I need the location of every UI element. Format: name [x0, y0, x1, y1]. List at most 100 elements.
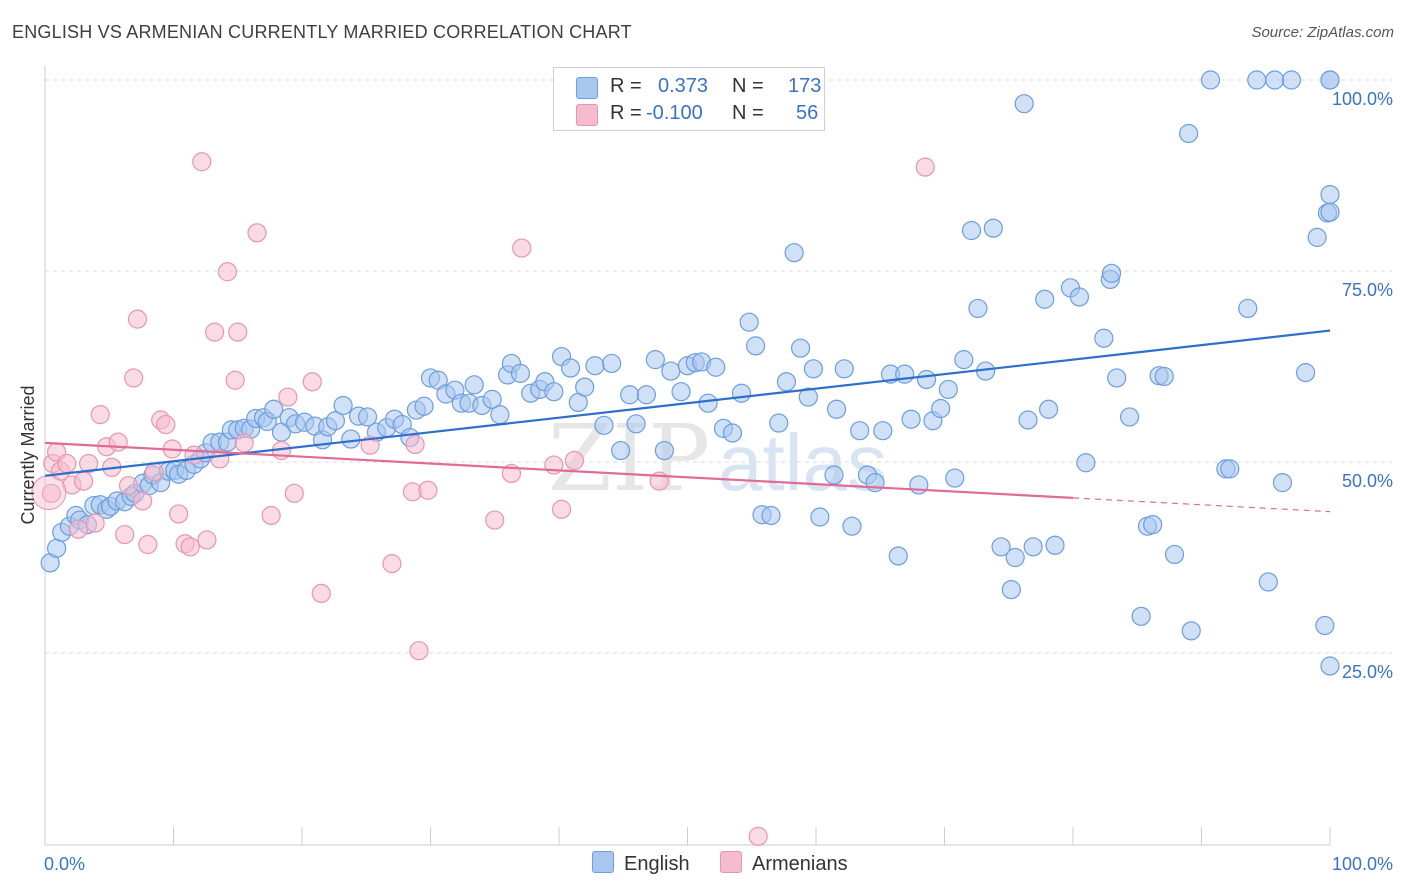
english-point [968, 298, 988, 319]
y-tick-label: 25.0% [1342, 662, 1393, 682]
english-point [594, 415, 614, 435]
armenians-swatch [576, 104, 598, 126]
english-point [1069, 287, 1090, 307]
english-point [464, 375, 484, 395]
english-point [671, 382, 691, 402]
english-swatch [576, 77, 598, 99]
english-point [490, 405, 510, 425]
english-point [636, 385, 656, 405]
armenian-point [184, 445, 204, 465]
armenian-point [180, 537, 200, 557]
legend-r-label: R = [610, 75, 642, 97]
english-point [731, 383, 752, 403]
armenian-point [118, 476, 139, 496]
bottom-legend-english: English [592, 851, 690, 876]
english-point [1023, 537, 1043, 557]
legend: R = 0.373 N = 173 R = -0.100 N = 56 [553, 67, 825, 131]
legend-n-value: 173 [788, 75, 822, 97]
armenian-point [85, 513, 105, 533]
english-point [938, 379, 958, 400]
y-tick-label: 75.0% [1342, 280, 1393, 300]
english-point [834, 359, 854, 379]
armenian-point [169, 504, 189, 524]
english-point [1131, 606, 1151, 626]
armenian-point [405, 434, 425, 455]
x-tick-label: 0.0% [44, 854, 85, 874]
english-point [1164, 544, 1185, 565]
english-point [1295, 363, 1316, 383]
english-point [776, 372, 797, 392]
english-point [1035, 289, 1055, 309]
english-point [1315, 615, 1335, 636]
armenian-point [156, 414, 176, 435]
english-point [1001, 579, 1021, 600]
english-trend-line [44, 329, 1331, 477]
english-point [1200, 70, 1221, 90]
armenian-point [360, 435, 380, 455]
grid-lines [45, 79, 1392, 654]
english-point [983, 218, 1003, 238]
english-point [991, 537, 1011, 557]
english-point [1181, 621, 1201, 641]
english-point [1143, 515, 1163, 535]
armenian-point [115, 524, 135, 545]
english-point [544, 382, 564, 402]
english-point [325, 411, 346, 431]
armenian-point [512, 238, 532, 258]
english-point [1107, 368, 1127, 388]
english-point [1179, 123, 1199, 144]
legend-r-value: 0.373 [658, 75, 709, 97]
english-point [1038, 399, 1059, 419]
axes [44, 66, 1331, 846]
data-points [31, 70, 1340, 846]
armenian-point [915, 157, 935, 177]
armenian-point [68, 519, 89, 539]
english-point [826, 399, 847, 419]
english-point [264, 399, 284, 419]
y-axis-label: Currently Married [18, 385, 38, 524]
legend-r-value: -0.100 [646, 102, 703, 124]
armenian-point [234, 433, 254, 453]
armenian-point [748, 826, 768, 846]
english-point [954, 350, 974, 370]
english-point [961, 220, 982, 241]
english-point [698, 393, 718, 413]
armenian-point [261, 505, 281, 526]
english-point [626, 414, 646, 434]
english-point [333, 395, 353, 416]
english-point [1265, 70, 1285, 90]
english-point [901, 409, 921, 429]
english-point [1320, 185, 1340, 205]
legend-n-value: 56 [796, 102, 819, 124]
armenian-point [228, 322, 248, 342]
english-point [482, 389, 502, 409]
armenian-trend-line [44, 441, 1074, 500]
english-point [873, 421, 893, 441]
english-point [357, 407, 378, 427]
x-tick-label: 100.0% [1332, 854, 1393, 874]
armenian-point [57, 453, 77, 474]
armenian-point [418, 480, 438, 500]
y-tick-label: 50.0% [1342, 471, 1393, 491]
english-point [865, 473, 885, 493]
armenian-point [133, 491, 153, 511]
english-point [810, 507, 830, 527]
english-point [560, 358, 581, 378]
armenian-point [302, 372, 322, 392]
english-point [1101, 263, 1122, 283]
english-point [909, 475, 929, 495]
english-point [575, 377, 595, 397]
english-point [1258, 572, 1278, 592]
english-point [769, 413, 789, 433]
armenian-point [41, 483, 62, 503]
armenian-point [108, 432, 128, 452]
armenian-trend-extension [1072, 497, 1331, 513]
english-point [945, 468, 965, 488]
armenian-point [217, 262, 238, 282]
armenian-point [124, 368, 144, 388]
armenian-point [73, 471, 94, 491]
english-point [1307, 227, 1327, 247]
english-point [850, 421, 870, 441]
armenian-point [79, 453, 99, 474]
